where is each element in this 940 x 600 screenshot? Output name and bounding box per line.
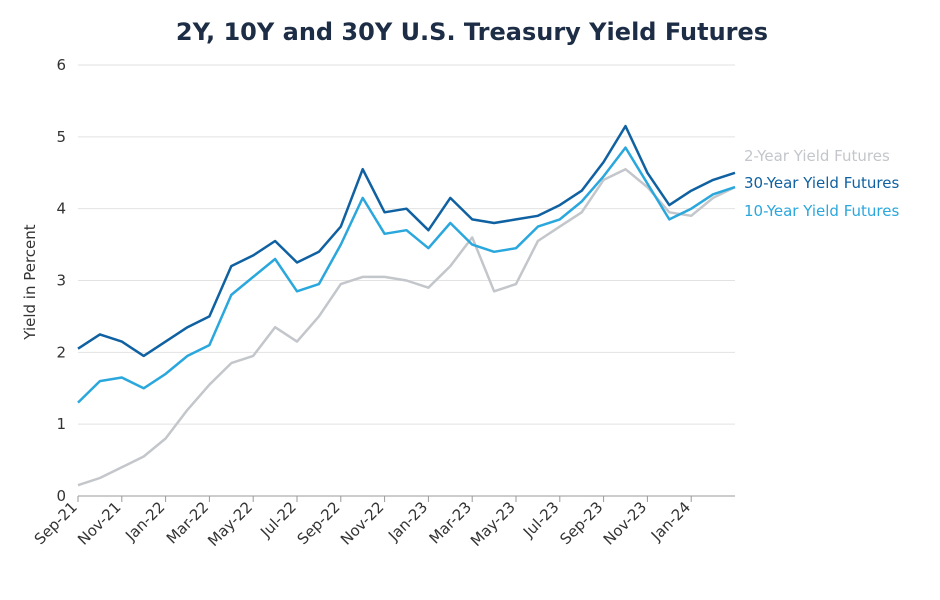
x-tick-label: Sep-21	[31, 498, 81, 548]
chart-title: 2Y, 10Y and 30Y U.S. Treasury Yield Futu…	[176, 18, 768, 46]
x-tick-label: Jan-22	[121, 498, 168, 545]
series-lines	[77, 124, 736, 487]
legend-entry-2y: 2-Year Yield Futures	[744, 147, 890, 165]
x-tick-label: Nov-21	[74, 498, 124, 548]
x-tick-label: Sep-22	[294, 498, 344, 548]
x-tick-label: Mar-23	[426, 498, 475, 547]
y-tick-label: 4	[56, 200, 66, 218]
y-axis-label: Yield in Percent	[21, 224, 39, 340]
x-tick-label: May-23	[467, 498, 519, 550]
x-tick-label: Nov-23	[600, 498, 650, 548]
legend: 2-Year Yield Futures 30-Year Yield Futur…	[744, 147, 899, 220]
legend-entry-10y: 10-Year Yield Futures	[744, 202, 899, 220]
x-tick-label: Jan-24	[647, 498, 694, 545]
series-line-2y	[77, 167, 736, 487]
legend-entry-30y: 30-Year Yield Futures	[744, 174, 899, 192]
x-tick-label: Nov-22	[337, 498, 387, 548]
x-tick-label: Sep-23	[556, 498, 606, 548]
x-tick-label: Jan-23	[384, 498, 431, 545]
x-tick-label: Mar-22	[163, 498, 212, 547]
y-tick-label: 3	[56, 272, 66, 290]
y-tick-label: 5	[56, 128, 66, 146]
series-line-10y	[77, 146, 736, 404]
y-tick-label: 6	[56, 56, 66, 74]
y-tick-labels: 0 1 2 3 4 5 6	[56, 56, 66, 505]
y-tick-label: 1	[56, 415, 66, 433]
x-tick-label: May-22	[204, 498, 256, 550]
series-line-30y	[77, 124, 736, 358]
y-tick-label: 2	[56, 343, 66, 361]
y-tick-label: 0	[56, 487, 66, 505]
